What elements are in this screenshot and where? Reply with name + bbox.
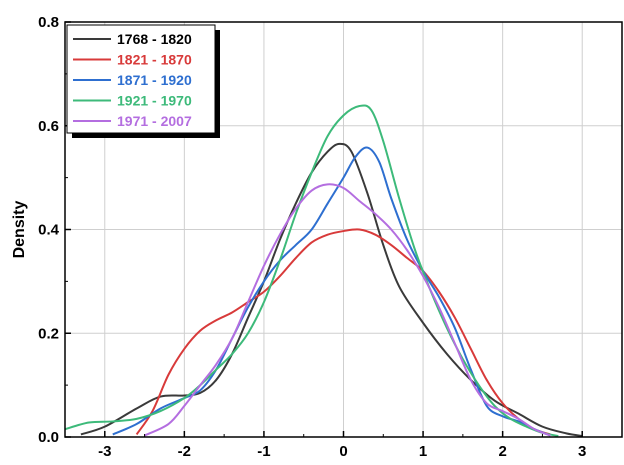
series-layer (64, 104, 583, 437)
grid (65, 22, 622, 437)
y-tick-label: 0.6 (38, 118, 59, 135)
series-line-2 (112, 146, 551, 437)
x-tick-label: 2 (498, 443, 506, 460)
series-line-4 (144, 183, 551, 437)
x-tick-label: 0 (339, 443, 347, 460)
y-tick-label: 0.2 (38, 325, 59, 342)
legend-label-4: 1971 - 2007 (117, 113, 192, 129)
x-tick-label: 1 (419, 443, 427, 460)
legend-label-3: 1921 - 1970 (117, 93, 192, 109)
legend-label-0: 1768 - 1820 (117, 31, 192, 47)
y-tick-label: 0.4 (38, 222, 60, 239)
x-tick-label: 3 (578, 443, 586, 460)
series-line-1 (135, 228, 551, 436)
y-axis-title: Density (11, 201, 28, 259)
y-tick-label: 0.8 (38, 14, 59, 31)
legend: 1768 - 1820 1821 - 1870 1871 - 1920 1921 - … (66, 24, 220, 138)
legend-label-2: 1871 - 1920 (117, 72, 192, 88)
tick-labels: -3 -2 -1 0 1 2 3 0.0 0.2 0.4 0.6 0.8 (38, 14, 586, 460)
x-tick-label: -3 (98, 443, 111, 460)
x-tick-label: -2 (178, 443, 191, 460)
y-tick-label: 0.0 (38, 429, 59, 446)
series-line-3 (64, 104, 559, 437)
x-tick-label: -1 (257, 443, 270, 460)
legend-label-1: 1821 - 1870 (117, 52, 192, 68)
